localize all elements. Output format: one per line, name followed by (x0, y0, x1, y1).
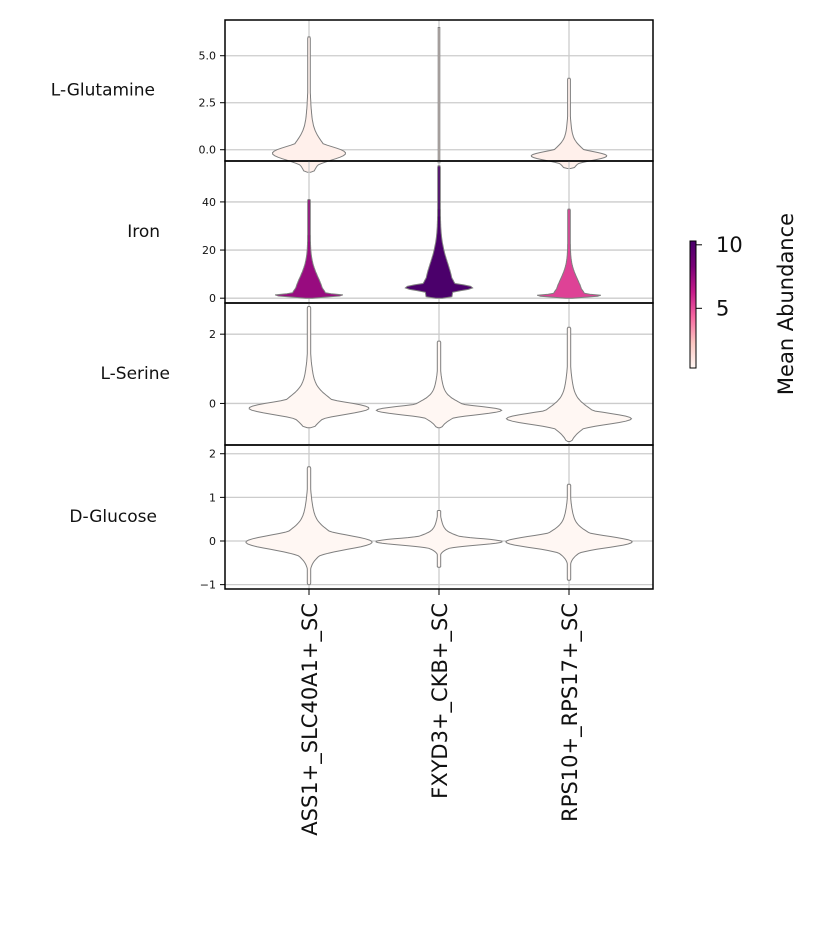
y-tick-label: 0 (209, 397, 216, 410)
colorbar: 5 10 Mean Abundance (689, 213, 798, 395)
category-label: FXYD3+_CKB+_SC (428, 603, 453, 799)
violin (375, 510, 503, 568)
category-labels: ASS1+_SLC40A1+_SC FXYD3+_CKB+_SC RPS10+_RP… (298, 589, 583, 836)
colorbar-label: Mean Abundance (774, 213, 798, 395)
y-tick-label: 0 (209, 535, 216, 548)
y-tick-label: 5.0 (199, 50, 217, 63)
y-tick-label: 1 (209, 491, 216, 504)
violin (248, 306, 370, 429)
colorbar-ticks: 5 10 (696, 233, 743, 320)
y-tick-label: 2.5 (199, 97, 217, 110)
row-label: L-Glutamine (51, 81, 155, 101)
colorbar-tick-label: 10 (716, 233, 743, 257)
row-label: Iron (127, 222, 160, 242)
category-label: ASS1+_SLC40A1+_SC (298, 603, 323, 836)
violin-panel: 0.0 2.5 5.0 L-Glutamine (51, 19, 654, 173)
y-tick-label: 0.0 (199, 144, 217, 157)
violin-panel: 0 2 L-Serine (100, 302, 654, 446)
y-tick-label: 2 (209, 448, 216, 461)
violin (274, 199, 344, 299)
violin (505, 326, 633, 442)
category-label: RPS10+_RPS17+_SC (558, 603, 583, 822)
violin (271, 36, 347, 173)
y-tick-label: 20 (202, 244, 216, 257)
colorbar-gradient (689, 240, 697, 369)
y-tick-label: 2 (209, 328, 216, 341)
violin (375, 340, 503, 429)
y-tick-label: 40 (202, 196, 216, 209)
row-label: D-Glucose (69, 507, 157, 527)
violin-panel: 0 20 40 Iron (127, 160, 654, 305)
violin (245, 466, 373, 586)
row-label: L-Serine (100, 364, 170, 384)
violin (505, 483, 633, 581)
violin-panels: 0.02.55.0L-Glutamine02040Iron02L-Serine−… (51, 19, 654, 592)
violin (437, 27, 441, 164)
violin (536, 208, 602, 299)
y-tick-label: 0 (209, 292, 216, 305)
y-tick-label: −1 (200, 579, 216, 592)
colorbar-tick-label: 5 (716, 296, 729, 320)
violin (404, 165, 474, 299)
violin (530, 77, 608, 169)
violin-panel: −1 0 1 2 D-Glucose (69, 444, 654, 592)
